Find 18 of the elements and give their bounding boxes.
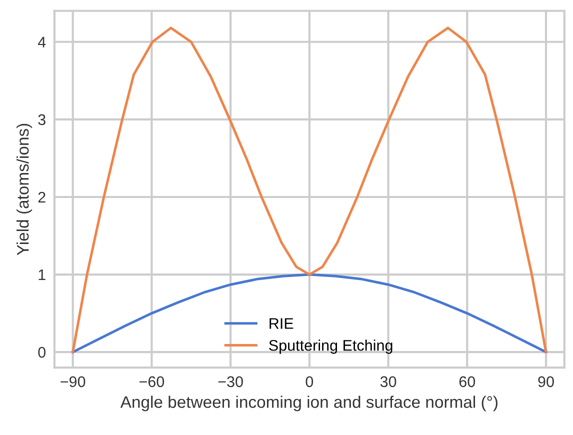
y-tick-label: 4 [38,36,46,48]
x-tick-label: −30 [218,376,243,388]
y-tick-label: 3 [38,114,46,126]
legend-label: RIE [270,318,294,329]
x-tick-label: 0 [306,376,314,388]
x-tick-label: −90 [60,376,86,388]
x-tick-label: 60 [459,376,476,388]
y-tick-label: 1 [38,270,46,280]
y-tick-label: 2 [38,192,46,203]
y-tick-label: 0 [38,346,46,358]
x-tick-label: 90 [538,376,554,388]
y-axis-title: Yield (atoms/ions) [16,124,32,256]
x-tick-label: −60 [139,376,164,388]
legend-label: Sputtering Etching [269,340,392,354]
line-series [72,273,548,354]
x-tick-label: 30 [380,376,396,388]
x-axis-title: Angle between incoming ion and surface normal (°) [120,396,498,412]
line-series [72,26,548,354]
